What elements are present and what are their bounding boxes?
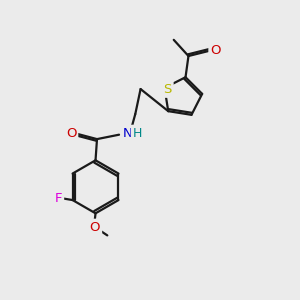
Text: F: F [55, 192, 62, 205]
Text: O: O [210, 44, 221, 57]
Text: S: S [163, 83, 172, 96]
Text: H: H [133, 127, 142, 140]
Text: N: N [122, 127, 132, 140]
Text: O: O [90, 220, 100, 234]
Text: O: O [66, 127, 76, 140]
